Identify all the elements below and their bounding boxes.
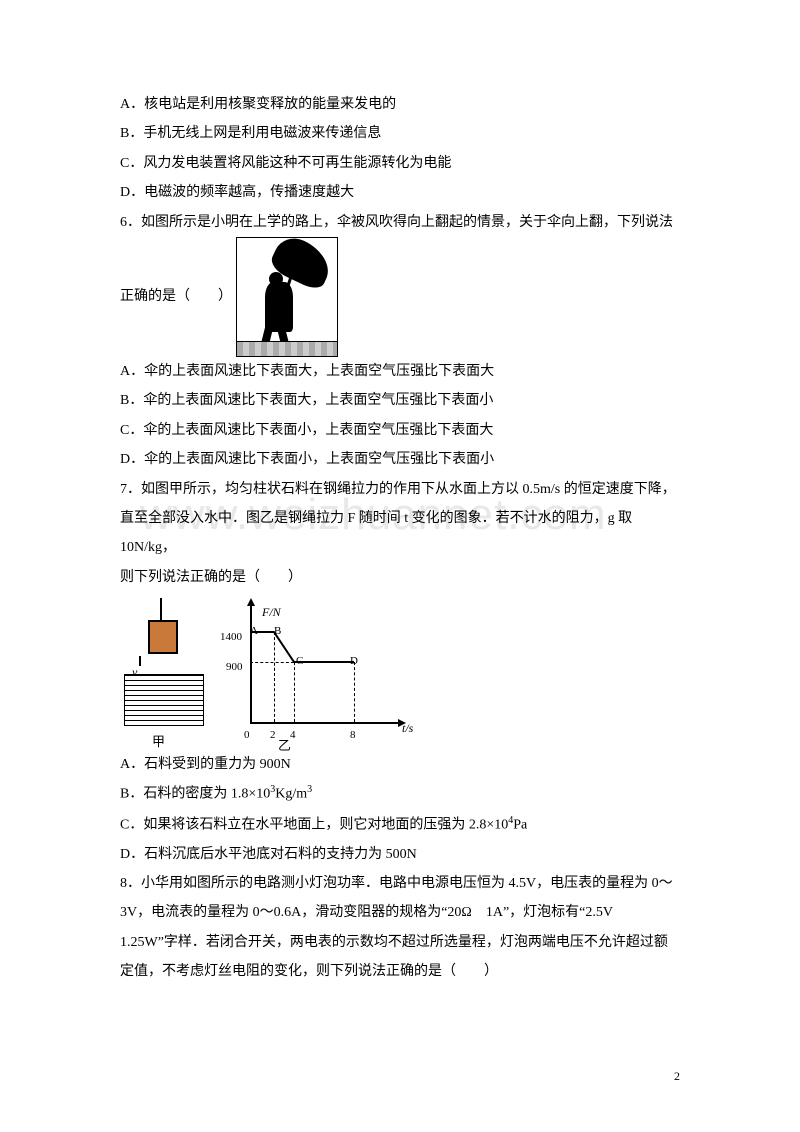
figure-right-panel: F/N t/s 1400 900 0 2 4 8 A B C D 乙 [220,600,410,746]
q5-opt-c: C．风力发电装置将风能这种不可再生能源转化为电能 [120,149,690,178]
q7-opt-c: C．如果将该石料立在水平地面上，则它对地面的压强为 2.8×104Pa [120,810,690,840]
point-d-label: D [350,650,358,673]
q7b-post: Kg/m [275,787,307,802]
q8-line1: 8．小华用如图所示的电路测小灯泡功率．电路中电源电压恒为 4.5V，电压表的量程… [120,869,690,898]
label-yi: 乙 [278,732,291,759]
ground-icon [237,341,337,356]
q7-line1: 7．如图甲所示，均匀柱状石料在钢绳拉力的作用下从水面上方以 0.5m/s 的恒定… [120,475,690,504]
q5-opt-a: A．核电站是利用核聚变释放的能量来发电的 [120,90,690,119]
figure-left-panel: v 甲 [120,596,206,746]
q7c-post: Pa [513,817,527,832]
x-tick-2: 2 [270,724,276,747]
q6-opt-a: A．伞的上表面风速比下表面大，上表面空气压强比下表面大 [120,357,690,386]
point-c-label: C [296,650,303,673]
q7-opt-b: B．石料的密度为 1.8×103Kg/m3 [120,779,690,809]
q6-stem-with-figure: 正确的是（ ） [120,237,690,357]
q6-opt-d: D．伞的上表面风速比下表面小，上表面空气压强比下表面小 [120,445,690,474]
q8-line2: 3V，电流表的量程为 0～0.6A，滑动变阻器的规格为“20Ω 1A”，灯泡标有… [120,898,690,927]
q8-line4: 定值，不考虑灯丝电阻的变化，则下列说法正确的是（ ） [120,957,690,986]
q6-stem-tail: 正确的是（ ） [120,282,232,311]
water-icon [124,674,204,726]
rope-icon [160,598,162,620]
page-number: 2 [674,1069,680,1084]
q7b-sup2: 3 [307,784,312,795]
label-jia: 甲 [152,728,165,755]
q7-line3: 则下列说法正确的是（ ） [120,563,690,592]
q7-figure: v 甲 F/N t/s 1400 900 0 2 4 8 A B C [120,596,420,746]
q7b-pre: B．石料的密度为 1.8×10 [120,787,270,802]
umbrella-figure [236,237,338,357]
q5-opt-d: D．电磁波的频率越高，传播速度越大 [120,178,690,207]
y-tick-900: 900 [226,656,243,679]
x-tick-0: 0 [244,724,250,747]
q7-opt-a: A．石料受到的重力为 900N [120,750,690,779]
graph-curve-icon [250,600,410,724]
point-b-label: B [274,620,281,643]
q7-opt-d: D．石料沉底后水平池底对石料的支持力为 500N [120,840,690,869]
q7-line2: 直至全部没入水中．图乙是钢绳拉力 F 随时间 t 变化的图象．若不计水的阻力，g… [120,504,690,563]
q6-opt-b: B．伞的上表面风速比下表面大，上表面空气压强比下表面小 [120,386,690,415]
arrow-stem-icon [139,656,141,666]
page-content: A．核电站是利用核聚变释放的能量来发电的 B．手机无线上网是利用电磁波来传递信息… [0,0,800,1027]
point-a-label: A [250,620,258,643]
y-tick-1400: 1400 [220,626,242,649]
q8-line3: 1.25W”字样．若闭合开关，两电表的示数均不超过所选量程，灯泡两端电压不允许超… [120,928,690,957]
stone-block-icon [148,620,178,654]
q7c-pre: C．如果将该石料立在水平地面上，则它对地面的压强为 2.8×10 [120,817,508,832]
q5-opt-b: B．手机无线上网是利用电磁波来传递信息 [120,119,690,148]
x-tick-8: 8 [350,724,356,747]
q6-opt-c: C．伞的上表面风速比下表面小，上表面空气压强比下表面大 [120,416,690,445]
q6-stem: 6．如图所示是小明在上学的路上，伞被风吹得向上翻起的情景，关于伞向上翻，下列说法 [120,208,690,237]
